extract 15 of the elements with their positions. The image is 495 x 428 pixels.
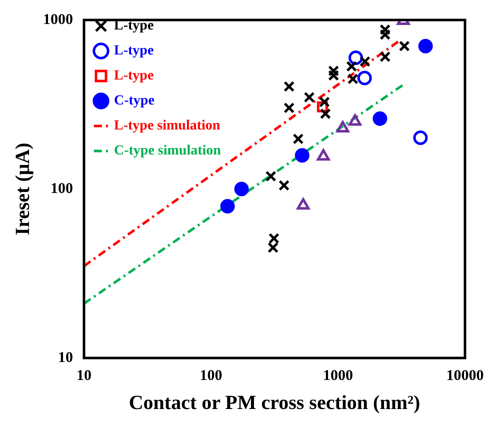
y-tick-label: 1000 (43, 12, 73, 28)
x-tick-label: 10 (76, 368, 92, 384)
x-tick-label: 1000 (323, 368, 353, 384)
x-tick-label: 10000 (446, 368, 484, 384)
legend-label: L-type (114, 44, 154, 59)
y-tick-label: 100 (50, 180, 73, 197)
x-axis-title: Contact or PM cross section (nm²) (128, 392, 420, 414)
legend-label: L-type (114, 68, 154, 84)
legend-label: C-type simulation (114, 144, 222, 159)
y-tick-label: 10 (58, 350, 73, 366)
y-axis-title: Ireset (μA) (12, 142, 34, 236)
legend-label: L-type (114, 18, 154, 34)
x-tick-label: 100 (200, 368, 222, 384)
legend-label: C-type (114, 94, 154, 109)
legend-label: L-type simulation (114, 118, 220, 134)
